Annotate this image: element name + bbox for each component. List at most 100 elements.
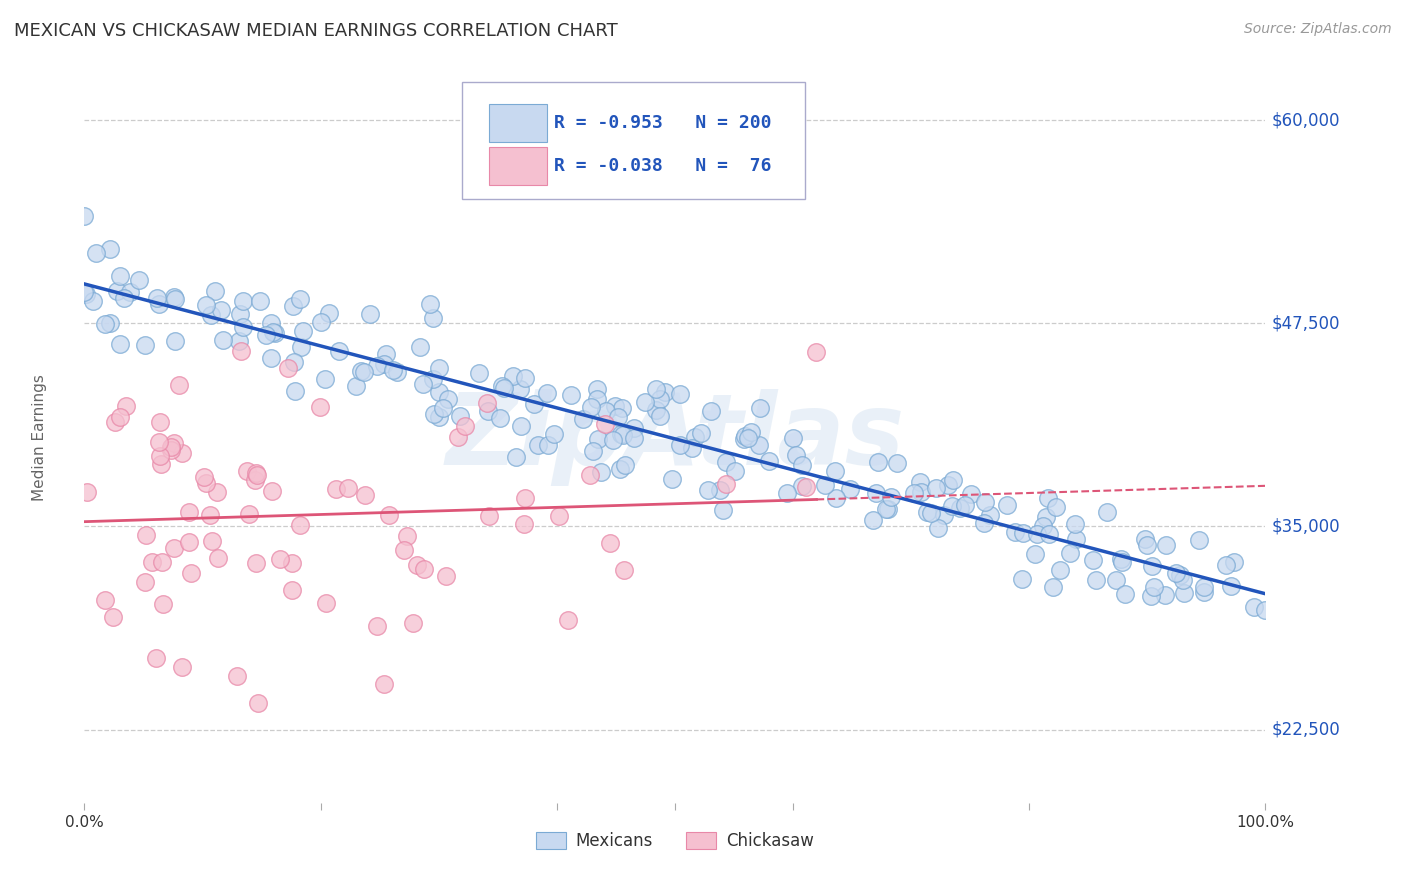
Point <box>709 483 731 498</box>
Point <box>412 377 434 392</box>
Point <box>134 338 156 352</box>
Point <box>949 501 972 516</box>
Point <box>359 307 381 321</box>
Point <box>560 387 582 401</box>
Point <box>790 479 813 493</box>
Point <box>373 357 395 371</box>
Point <box>1168 568 1191 582</box>
Point <box>105 284 128 298</box>
Point <box>309 400 332 414</box>
Point <box>228 334 250 349</box>
Point <box>1254 603 1277 617</box>
Point <box>489 411 512 425</box>
Point <box>491 379 513 393</box>
Point <box>108 409 131 424</box>
Point <box>734 429 756 443</box>
Point <box>201 534 224 549</box>
Point <box>318 306 340 320</box>
Point <box>427 410 450 425</box>
Point <box>794 480 817 494</box>
Point <box>394 543 416 558</box>
Point <box>1049 563 1071 577</box>
Point <box>581 400 603 414</box>
Point <box>149 415 172 429</box>
Point <box>920 506 942 520</box>
Point <box>163 541 186 555</box>
Point <box>571 412 593 426</box>
Point <box>1140 558 1163 573</box>
Point <box>513 491 536 505</box>
Point <box>740 425 762 439</box>
Point <box>283 384 305 399</box>
Point <box>336 482 359 496</box>
Point <box>288 292 311 306</box>
Point <box>236 464 259 478</box>
Point <box>454 419 477 434</box>
Point <box>412 562 434 576</box>
Point <box>120 285 142 300</box>
Point <box>163 334 186 349</box>
Point <box>607 409 630 424</box>
Point <box>193 469 215 483</box>
Point <box>1220 579 1243 593</box>
Point <box>925 481 948 495</box>
Point <box>1223 556 1246 570</box>
Point <box>207 550 229 565</box>
Point <box>281 556 304 570</box>
Point <box>614 458 637 473</box>
Text: $35,000: $35,000 <box>1271 517 1340 535</box>
Point <box>150 555 173 569</box>
Point <box>669 387 692 401</box>
Point <box>579 467 602 482</box>
Point <box>1111 555 1133 569</box>
Point <box>654 385 676 400</box>
Point <box>98 316 121 330</box>
Point <box>527 438 550 452</box>
Point <box>1038 527 1060 541</box>
Point <box>98 242 121 256</box>
Point <box>602 433 624 447</box>
Point <box>134 574 156 589</box>
Point <box>586 432 609 446</box>
Point <box>160 443 183 458</box>
Point <box>73 209 96 223</box>
Point <box>603 399 626 413</box>
Point <box>634 395 657 409</box>
Point <box>785 448 807 462</box>
Point <box>1188 533 1211 547</box>
Point <box>195 298 218 312</box>
Point <box>1059 546 1081 560</box>
Point <box>1038 491 1060 506</box>
Point <box>101 610 124 624</box>
Point <box>84 245 107 260</box>
Point <box>1024 547 1046 561</box>
FancyBboxPatch shape <box>489 147 547 186</box>
Point <box>1192 580 1215 594</box>
Text: $22,500: $22,500 <box>1271 721 1340 739</box>
Point <box>792 458 814 472</box>
Point <box>1171 573 1194 587</box>
Point <box>283 299 305 313</box>
Point <box>492 381 515 395</box>
Point <box>429 360 451 375</box>
Point <box>973 495 995 509</box>
Point <box>927 521 949 535</box>
Point <box>385 365 408 379</box>
Point <box>229 307 252 321</box>
Point <box>868 455 890 469</box>
Point <box>623 421 645 435</box>
Point <box>1164 566 1187 580</box>
Point <box>973 516 995 530</box>
Point <box>886 456 908 470</box>
Point <box>758 454 780 468</box>
Point <box>238 508 260 522</box>
Text: Median Earnings: Median Earnings <box>32 374 46 500</box>
Point <box>513 516 536 531</box>
Point <box>209 303 232 318</box>
Point <box>135 528 157 542</box>
Point <box>315 596 337 610</box>
Point <box>960 486 983 500</box>
Point <box>782 431 804 445</box>
Point <box>396 529 419 543</box>
Point <box>260 351 283 365</box>
